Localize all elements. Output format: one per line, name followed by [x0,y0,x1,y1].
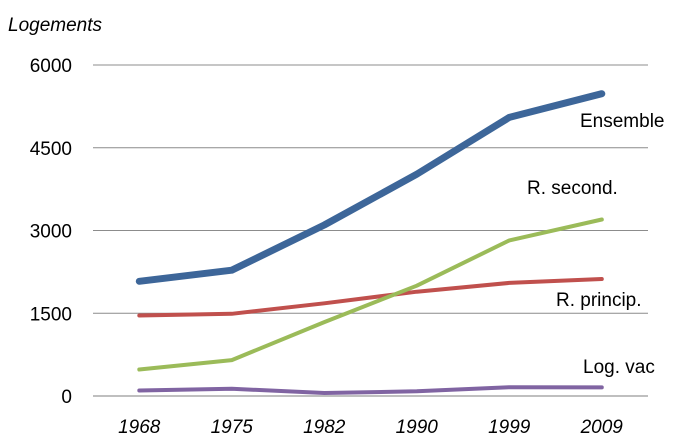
x-tick-label-1999: 1999 [488,417,531,438]
series-label-r-second: R. second. [527,178,618,199]
series-line-r-princip [137,277,604,318]
gridlines [93,64,648,397]
series-line-log-vac [137,385,604,395]
series-line-r-second [137,217,604,372]
series-label-ensemble: Ensemble [580,111,665,132]
x-tick-label-1968: 1968 [118,417,161,438]
x-tick-label-1990: 1990 [396,417,439,438]
y-tick-label-1500: 1500 [30,304,72,325]
y-tick-labels: 0 1500 3000 4500 6000 [30,56,72,408]
x-tick-label-1982: 1982 [303,417,346,438]
x-tick-labels: 1968 1975 1982 1990 1999 2009 [118,417,623,438]
x-tick-label-1975: 1975 [211,417,254,438]
x-tick-label-2009: 2009 [580,417,624,438]
y-tick-label-3000: 3000 [30,222,72,243]
series-labels: Ensemble R. second. R. princip. Log. vac [527,111,665,378]
series-label-r-princip: R. princip. [556,290,642,311]
y-tick-label-4500: 4500 [30,139,72,160]
series-lines [135,90,606,395]
y-tick-label-0: 0 [61,387,72,408]
y-tick-label-6000: 6000 [30,56,72,77]
y-axis-title: Logements [8,15,103,36]
series-label-log-vac: Log. vac [583,357,655,378]
series-line-ensemble [135,90,606,285]
